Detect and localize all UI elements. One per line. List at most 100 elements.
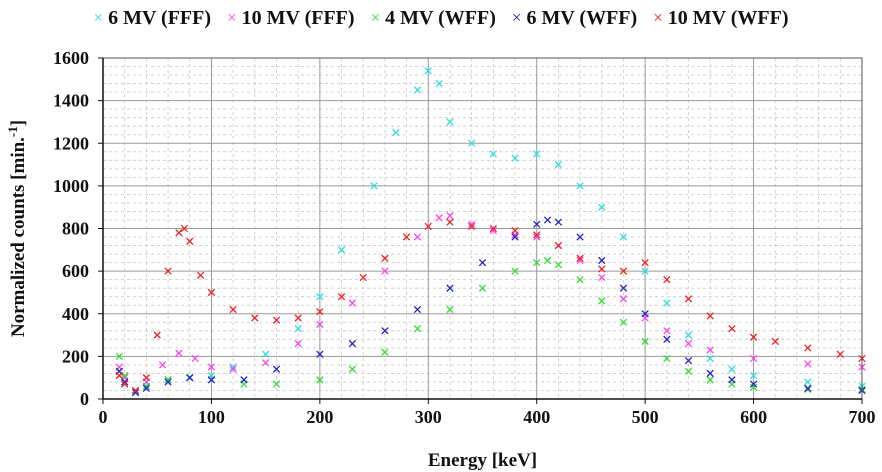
data-point	[316, 293, 324, 301]
data-point	[294, 314, 302, 322]
data-point	[392, 128, 400, 137]
data-point	[511, 267, 519, 275]
y-tick-label: 1600	[53, 48, 89, 68]
data-point	[489, 224, 498, 233]
data-point	[619, 318, 628, 326]
data-point	[272, 365, 281, 373]
data-point	[413, 305, 422, 314]
data-point	[511, 233, 519, 241]
data-point	[359, 273, 367, 282]
y-axis-title-sup: -1	[5, 126, 20, 137]
legend-label: 10 MV (WFF)	[667, 6, 789, 29]
data-point	[706, 376, 714, 384]
data-point	[348, 299, 357, 307]
data-point	[370, 182, 378, 190]
data-point	[728, 376, 736, 384]
data-point	[576, 182, 584, 190]
data-point	[153, 331, 161, 339]
y-axis-title-main: Normalized counts [min.	[8, 137, 29, 337]
data-point	[641, 258, 649, 267]
data-point	[467, 139, 476, 147]
data-point	[424, 67, 432, 75]
data-point	[706, 346, 714, 354]
data-point	[576, 256, 584, 265]
data-point	[684, 367, 693, 375]
data-point	[131, 386, 140, 395]
data-point	[554, 241, 563, 250]
data-point	[533, 233, 541, 241]
data-point	[749, 354, 758, 363]
legend-marker-icon: ×	[93, 8, 104, 27]
y-tick-label: 1400	[53, 91, 89, 111]
data-point	[164, 376, 172, 384]
legend-item: × 6 MV (WFF)	[512, 7, 637, 30]
legend-item: × 10 MV (WFF)	[653, 7, 788, 30]
data-point	[121, 371, 129, 380]
data-point	[533, 258, 541, 267]
legend-marker-icon: ×	[370, 8, 381, 27]
data-point	[446, 284, 454, 292]
data-point	[467, 220, 476, 228]
data-point	[402, 233, 411, 241]
data-point	[598, 273, 606, 282]
x-tick-label: 300	[415, 407, 442, 427]
data-point	[316, 320, 324, 329]
data-point	[641, 310, 649, 318]
x-tick-label: 100	[198, 407, 225, 427]
data-point	[511, 154, 519, 162]
legend-label: 6 MV (FFF)	[108, 6, 212, 29]
legend-item: × 6 MV (FFF)	[94, 7, 212, 30]
data-point	[663, 335, 671, 343]
y-axis-title: Normalized counts [min.-1]	[5, 120, 30, 337]
data-point	[467, 222, 476, 231]
data-point	[337, 293, 346, 301]
data-point	[229, 305, 237, 314]
x-tick-label: 200	[306, 407, 333, 427]
data-point	[663, 299, 671, 307]
y-tick-label: 200	[62, 346, 89, 366]
legend-item: × 4 MV (WFF)	[371, 7, 496, 30]
data-point	[142, 382, 151, 390]
y-tick-label: 1000	[53, 176, 89, 196]
data-point	[728, 365, 736, 373]
data-point	[554, 261, 563, 269]
data-point	[598, 256, 606, 265]
data-point	[543, 216, 552, 224]
data-point	[663, 275, 671, 284]
data-point	[533, 150, 541, 158]
legend-marker-icon: ×	[653, 8, 663, 27]
data-point	[511, 226, 519, 235]
data-point	[316, 307, 324, 316]
series-3	[115, 216, 866, 397]
data-point	[186, 374, 194, 382]
data-point	[207, 376, 216, 384]
data-point	[316, 376, 324, 384]
data-point	[749, 383, 758, 391]
legend-item: × 10 MV (FFF)	[227, 7, 355, 30]
y-axis-title-end: ]	[8, 120, 29, 126]
data-point	[424, 222, 432, 231]
data-point	[229, 363, 237, 371]
data-point	[131, 388, 140, 397]
data-point	[413, 233, 422, 241]
data-point	[196, 271, 205, 280]
data-point	[706, 312, 714, 320]
data-point	[771, 337, 779, 346]
x-tick-label: 0	[99, 407, 108, 427]
data-point	[533, 231, 541, 239]
data-point	[164, 378, 172, 386]
tick-labels: 0 100 200 300 400 500 600 700 0 200 400 600 800 1000 1…	[53, 48, 876, 427]
axes	[98, 57, 863, 404]
data-point	[684, 356, 693, 365]
data-point	[554, 218, 563, 226]
data-point	[294, 325, 302, 333]
grid-lines	[102, 57, 863, 400]
y-tick-label: 0	[80, 389, 89, 409]
data-point	[175, 349, 183, 357]
data-point	[619, 233, 628, 241]
data-point	[641, 337, 649, 346]
data-point	[804, 360, 812, 368]
data-point	[158, 361, 167, 369]
data-point	[413, 86, 422, 94]
